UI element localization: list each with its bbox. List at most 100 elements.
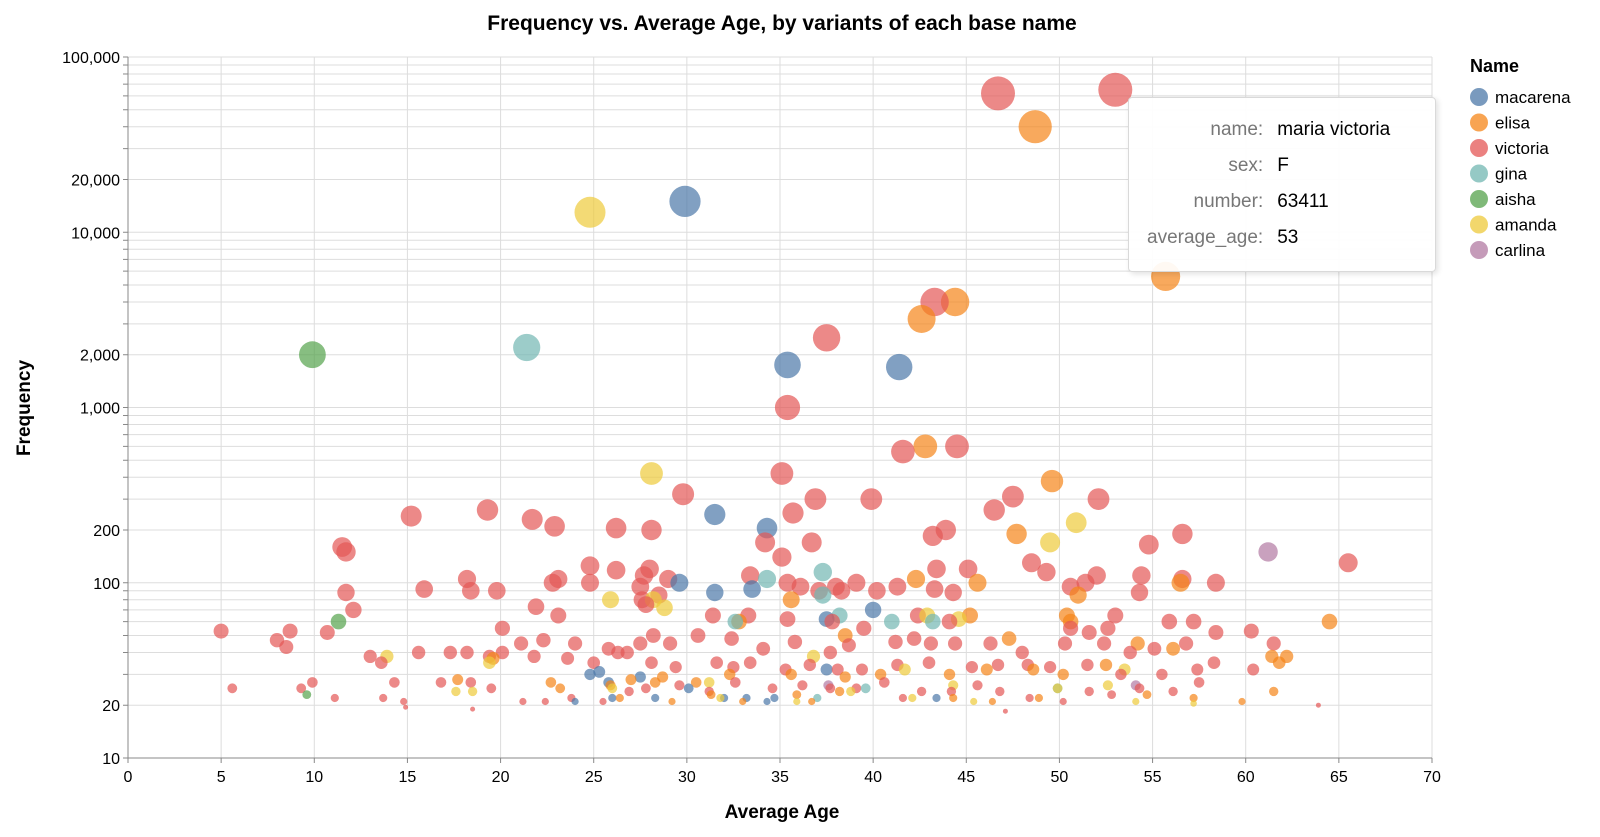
point-victoria[interactable] (891, 439, 915, 464)
point-victoria[interactable] (812, 324, 841, 352)
legend-label-amanda[interactable]: amanda (1495, 216, 1557, 235)
point-amanda[interactable] (574, 196, 606, 228)
point-victoria[interactable] (1185, 613, 1202, 630)
point-victoria[interactable] (755, 532, 776, 553)
point-victoria[interactable] (330, 693, 339, 703)
point-victoria[interactable] (641, 519, 662, 541)
point-elisa[interactable] (555, 683, 566, 694)
point-victoria[interactable] (1172, 523, 1193, 545)
legend-label-gina[interactable]: gina (1495, 165, 1528, 184)
point-elisa[interactable] (1057, 668, 1069, 681)
point-victoria[interactable] (995, 686, 1005, 697)
point-elisa[interactable] (668, 697, 676, 706)
point-victoria[interactable] (1015, 645, 1029, 660)
point-victoria[interactable] (888, 634, 903, 650)
point-victoria[interactable] (633, 636, 648, 651)
point-amanda[interactable] (1052, 683, 1063, 694)
point-victoria[interactable] (672, 483, 695, 506)
point-victoria[interactable] (1338, 553, 1358, 573)
point-elisa[interactable] (906, 569, 926, 589)
point-gina[interactable] (813, 693, 822, 703)
point-macarena[interactable] (743, 580, 761, 598)
point-victoria[interactable] (724, 631, 739, 646)
point-victoria[interactable] (1247, 663, 1260, 676)
point-macarena[interactable] (932, 693, 941, 703)
point-amanda[interactable] (703, 677, 715, 688)
point-victoria[interactable] (1025, 693, 1034, 703)
point-macarena[interactable] (571, 697, 579, 706)
point-amanda[interactable] (793, 697, 801, 706)
point-gina[interactable] (860, 683, 871, 694)
point-victoria[interactable] (519, 697, 527, 706)
point-victoria[interactable] (1315, 702, 1321, 708)
point-victoria[interactable] (363, 649, 377, 664)
point-elisa[interactable] (739, 697, 747, 706)
point-amanda[interactable] (1102, 680, 1113, 691)
point-elisa[interactable] (1142, 690, 1152, 699)
legend[interactable]: Name macarena elisa victoria gina aisha amand… (1470, 56, 1571, 260)
point-victoria[interactable] (669, 661, 682, 674)
point-victoria[interactable] (690, 628, 706, 643)
point-aisha[interactable] (330, 613, 347, 630)
point-elisa[interactable] (949, 693, 958, 703)
point-victoria[interactable] (868, 582, 886, 600)
point-macarena[interactable] (593, 666, 606, 678)
point-elisa[interactable] (782, 591, 800, 609)
point-victoria[interactable] (1130, 583, 1149, 602)
point-macarena[interactable] (670, 573, 689, 592)
point-victoria[interactable] (1132, 566, 1151, 585)
point-macarena[interactable] (651, 693, 660, 703)
point-victoria[interactable] (1084, 686, 1094, 697)
point-victoria[interactable] (581, 573, 599, 592)
point-gina[interactable] (727, 613, 744, 630)
point-victoria[interactable] (415, 580, 434, 598)
point-victoria[interactable] (860, 488, 883, 510)
point-elisa[interactable] (839, 671, 851, 683)
point-victoria[interactable] (774, 394, 801, 421)
point-elisa[interactable] (545, 677, 557, 688)
legend-label-carlina[interactable]: carlina (1495, 241, 1546, 260)
point-gina[interactable] (757, 569, 777, 589)
legend-label-macarena[interactable]: macarena (1495, 88, 1571, 107)
point-amanda[interactable] (846, 686, 856, 697)
point-elisa[interactable] (1027, 663, 1040, 676)
point-victoria[interactable] (1168, 686, 1178, 697)
legend-label-aisha[interactable]: aisha (1495, 190, 1536, 209)
point-victoria[interactable] (945, 434, 969, 459)
point-amanda[interactable] (483, 656, 496, 669)
point-elisa[interactable] (1099, 658, 1113, 672)
point-elisa[interactable] (940, 287, 970, 317)
point-victoria[interactable] (801, 532, 822, 553)
point-victoria[interactable] (925, 580, 944, 598)
point-victoria[interactable] (460, 645, 474, 660)
point-victoria[interactable] (791, 577, 810, 596)
point-victoria[interactable] (543, 573, 562, 592)
point-gina[interactable] (884, 613, 900, 630)
point-aisha[interactable] (302, 690, 312, 699)
point-elisa[interactable] (968, 573, 987, 592)
point-victoria[interactable] (804, 488, 827, 510)
point-elisa[interactable] (1001, 631, 1017, 646)
point-victoria[interactable] (624, 686, 634, 697)
point-victoria[interactable] (443, 645, 457, 660)
point-victoria[interactable] (527, 598, 545, 615)
point-victoria[interactable] (282, 623, 298, 639)
point-amanda[interactable] (640, 462, 663, 485)
point-elisa[interactable] (1130, 636, 1145, 651)
point-victoria[interactable] (1097, 636, 1112, 651)
point-victoria[interactable] (663, 636, 678, 651)
point-amanda[interactable] (656, 599, 673, 617)
point-victoria[interactable] (379, 693, 388, 703)
point-victoria[interactable] (307, 677, 318, 688)
point-macarena[interactable] (706, 583, 724, 602)
point-aisha[interactable] (299, 341, 326, 369)
point-elisa[interactable] (1171, 573, 1190, 592)
point-victoria[interactable] (823, 645, 837, 660)
point-victoria[interactable] (856, 620, 872, 636)
point-macarena[interactable] (886, 353, 913, 381)
point-victoria[interactable] (568, 636, 583, 651)
point-victoria[interactable] (1044, 661, 1057, 674)
point-victoria[interactable] (832, 582, 851, 600)
point-victoria[interactable] (1107, 690, 1116, 699)
point-elisa[interactable] (724, 668, 736, 681)
